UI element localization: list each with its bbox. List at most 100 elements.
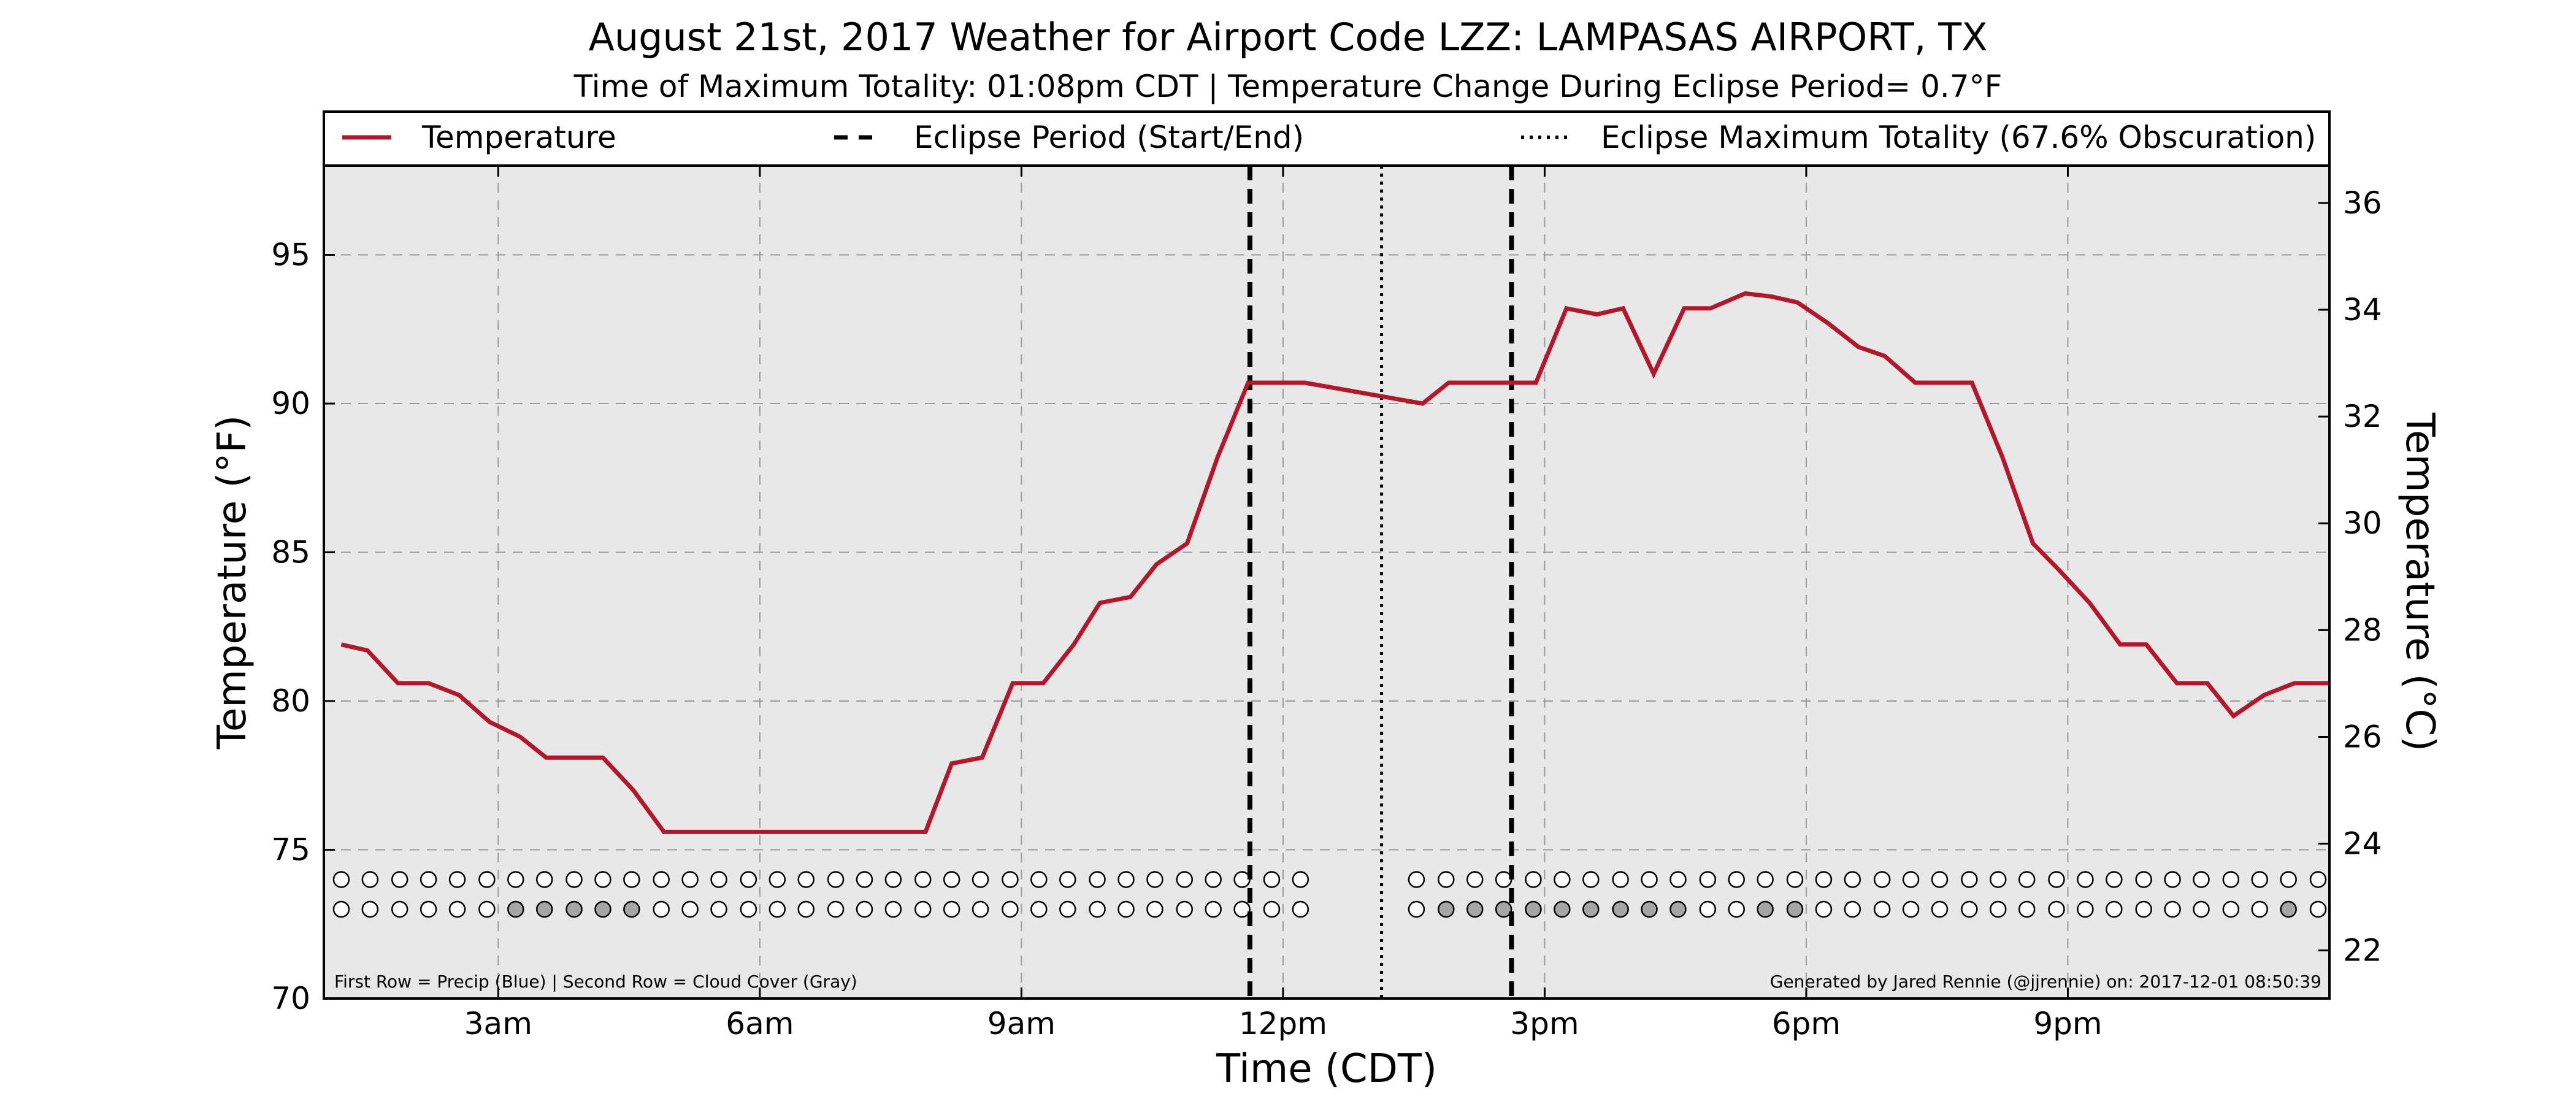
cloud-cover-indicator xyxy=(1205,900,1222,918)
precip-indicator xyxy=(1902,871,1920,888)
precip-indicator xyxy=(565,871,583,888)
precip-indicator xyxy=(1815,871,1833,888)
axes: 3am 6am 9am 12pm 3pm 6pm 9pm 70 75 80 85 90 95 22 24 26… xyxy=(271,166,2382,1041)
legend-label-temperature: Temperature xyxy=(421,120,616,155)
precip-indicator xyxy=(856,871,873,888)
cloud-cover-indicator xyxy=(1233,900,1251,918)
precip-indicator xyxy=(478,871,496,888)
precip-indicator xyxy=(1961,871,1978,888)
precip-indicator xyxy=(1612,871,1629,888)
precip-indicator xyxy=(1176,871,1194,888)
cloud-cover-indicator xyxy=(565,900,583,918)
y-tick-label-right: 24 xyxy=(2343,826,2382,862)
cloud-cover-indicator xyxy=(1263,900,1281,918)
cloud-cover-indicator xyxy=(1030,900,1048,918)
cloud-cover-indicator xyxy=(1961,900,1978,918)
precip-indicator xyxy=(769,871,786,888)
precip-indicator xyxy=(740,871,757,888)
cloud-cover-indicator xyxy=(507,900,524,918)
precip-indicator xyxy=(827,871,845,888)
cloud-cover-indicator xyxy=(1438,900,1455,918)
cloud-cover-indicator xyxy=(623,900,640,918)
cloud-cover-indicator xyxy=(1612,900,1629,918)
precip-indicator xyxy=(2251,871,2269,888)
y-tick-label-right: 30 xyxy=(2343,505,2382,541)
cloud-cover-indicator xyxy=(1002,900,1019,918)
x-tick-label: 9am xyxy=(987,1006,1056,1041)
precip-indicator xyxy=(1699,871,1717,888)
precip-indicator xyxy=(914,871,932,888)
cloud-cover-indicator xyxy=(1554,900,1571,918)
cloud-cover-indicator xyxy=(914,900,932,918)
precip-indicator xyxy=(1554,871,1571,888)
precip-indicator xyxy=(1525,871,1542,888)
cloud-cover-indicator xyxy=(1699,900,1717,918)
cloud-cover-indicator xyxy=(1786,900,1804,918)
y-tick-label-right: 22 xyxy=(2343,933,2382,968)
precip-indicator xyxy=(1669,871,1687,888)
precip-indicator xyxy=(1002,871,1019,888)
indicator-rows xyxy=(332,871,2327,918)
precip-indicator xyxy=(332,871,350,888)
precip-indicator xyxy=(1089,871,1106,888)
y-tick-label-right: 34 xyxy=(2343,292,2382,328)
cloud-cover-indicator xyxy=(769,900,786,918)
cloud-cover-indicator xyxy=(1641,900,1658,918)
precip-indicator xyxy=(1931,871,1949,888)
x-tick-label: 9pm xyxy=(2033,1006,2102,1041)
precip-indicator xyxy=(2018,871,2036,888)
cloud-cover-indicator xyxy=(681,900,699,918)
temperature-series xyxy=(340,291,2329,834)
cloud-cover-indicator xyxy=(1582,900,1600,918)
chart-title: August 21st, 2017 Weather for Airport Co… xyxy=(588,15,1987,59)
chart-subtitle: Time of Maximum Totality: 01:08pm CDT | … xyxy=(573,69,2003,104)
precip-indicator xyxy=(2309,871,2327,888)
cloud-cover-indicator xyxy=(1989,900,2007,918)
cloud-cover-indicator xyxy=(1873,900,1891,918)
cloud-cover-indicator xyxy=(1292,900,1309,918)
precip-indicator xyxy=(1641,871,1658,888)
precip-indicator xyxy=(1495,871,1512,888)
precip-indicator xyxy=(535,871,553,888)
x-tick-label: 3am xyxy=(464,1006,532,1041)
cloud-cover-indicator xyxy=(653,900,670,918)
cloud-cover-indicator xyxy=(2280,900,2297,918)
cloud-cover-indicator xyxy=(2106,900,2123,918)
x-tick-label: 12pm xyxy=(1239,1006,1327,1041)
precip-indicator xyxy=(420,871,437,888)
precip-indicator xyxy=(361,871,379,888)
cloud-cover-indicator xyxy=(1815,900,1833,918)
precip-indicator xyxy=(623,871,640,888)
y-tick-label-left: 75 xyxy=(271,832,310,868)
cloud-cover-indicator xyxy=(1495,900,1512,918)
precip-indicator xyxy=(2280,871,2297,888)
legend-label-eclipse-max: Eclipse Maximum Totality (67.6% Obscurat… xyxy=(1601,120,2316,155)
cloud-cover-indicator xyxy=(1728,900,1745,918)
x-tick-label: 6am xyxy=(726,1006,794,1041)
precip-indicator xyxy=(2077,871,2094,888)
cloud-cover-indicator xyxy=(1146,900,1163,918)
precip-indicator xyxy=(2222,871,2240,888)
cloud-cover-indicator xyxy=(856,900,873,918)
precip-indicator xyxy=(1233,871,1251,888)
precip-indicator xyxy=(884,871,902,888)
precip-indicator xyxy=(1263,871,1281,888)
cloud-cover-indicator xyxy=(1089,900,1106,918)
precip-indicator xyxy=(1873,871,1891,888)
precip-indicator xyxy=(1844,871,1861,888)
precip-indicator xyxy=(797,871,815,888)
cloud-cover-indicator xyxy=(478,900,496,918)
precip-indicator xyxy=(1757,871,1774,888)
temperature-line xyxy=(340,291,2329,834)
cloud-cover-indicator xyxy=(2018,900,2036,918)
precip-indicator xyxy=(2048,871,2065,888)
cloud-cover-indicator xyxy=(2048,900,2065,918)
y-tick-label-right: 26 xyxy=(2343,719,2382,754)
legend-label-eclipse-period: Eclipse Period (Start/End) xyxy=(914,120,1304,155)
cloud-cover-indicator xyxy=(710,900,727,918)
cloud-cover-indicator xyxy=(535,900,553,918)
precip-indicator xyxy=(2164,871,2181,888)
precip-indicator xyxy=(507,871,524,888)
precip-indicator xyxy=(1059,871,1076,888)
